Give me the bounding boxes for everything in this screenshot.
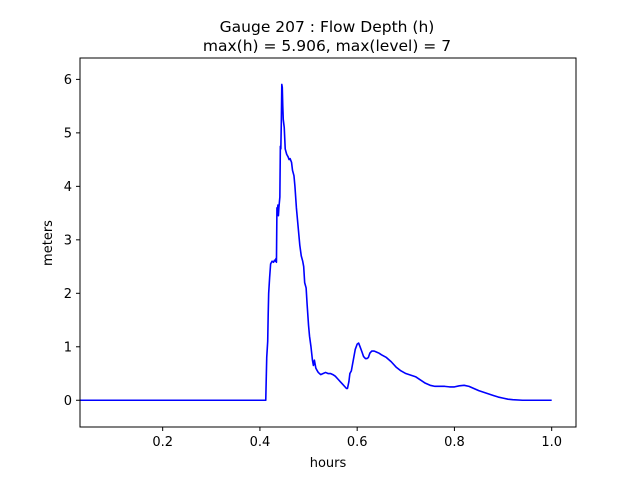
y-tick-label: 2	[64, 287, 72, 302]
x-tick-label: 0.2	[152, 435, 173, 450]
chart-subtitle: max(h) = 5.906, max(level) = 7	[203, 37, 451, 55]
y-tick-label: 1	[64, 340, 72, 355]
x-tick-label: 1.0	[541, 435, 562, 450]
y-tick-label: 0	[64, 394, 72, 409]
x-tick-label: 0.6	[347, 435, 368, 450]
y-tick-label: 6	[64, 73, 72, 88]
y-axis-label: meters	[41, 220, 56, 266]
series-line-0	[80, 83, 552, 402]
x-tick-label: 0.4	[250, 435, 271, 450]
plot-area	[79, 57, 577, 428]
y-axis-ticks: 0 1 2 3 4 5 6	[64, 73, 80, 409]
y-tick-label: 5	[64, 126, 72, 141]
x-axis-ticks: 0.2 0.4 0.6 0.8 1.0	[152, 427, 562, 450]
x-tick-label: 0.8	[444, 435, 465, 450]
series-layer	[80, 83, 552, 402]
x-axis-label: hours	[310, 456, 347, 471]
y-tick-label: 3	[64, 233, 72, 248]
y-tick-label: 4	[64, 180, 72, 195]
plot-frame	[79, 57, 577, 428]
chart-title: Gauge 207 : Flow Depth (h)	[220, 18, 435, 36]
